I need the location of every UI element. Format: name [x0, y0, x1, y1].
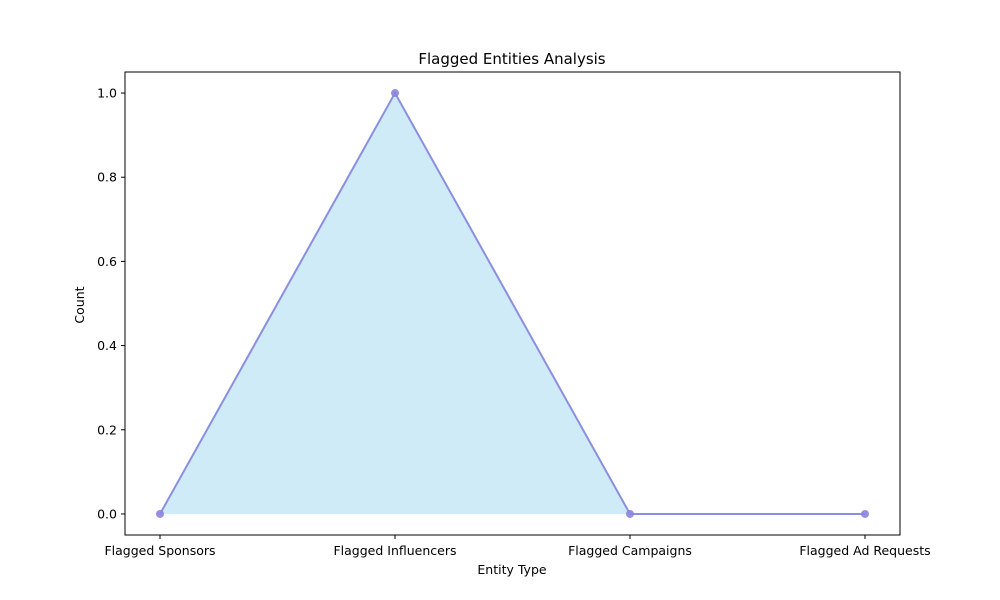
y-axis: 0.0 0.2 0.4 0.6 0.8 1.0: [97, 86, 125, 521]
series-line: [159, 90, 865, 515]
data-point: [156, 509, 164, 518]
y-tick-label: 0.2: [97, 422, 117, 437]
area-fill-layer: [160, 93, 630, 514]
x-axis: Flagged Sponsors Flagged Influencers Flagg…: [104, 535, 931, 558]
y-tick-label: 0.8: [97, 170, 117, 185]
x-tick-label: Flagged Sponsors: [104, 543, 215, 558]
y-tick-label: 0.4: [97, 338, 117, 353]
data-point: [861, 509, 869, 518]
plot-frame: [124, 71, 901, 536]
y-tick-label: 0.0: [97, 506, 117, 521]
x-tick-label: Flagged Influencers: [333, 543, 456, 558]
data-point: [626, 509, 634, 518]
x-tick-label: Flagged Ad Requests: [799, 543, 930, 558]
x-tick-label: Flagged Campaigns: [568, 543, 692, 558]
x-axis-label: Entity Type: [477, 562, 546, 577]
plot-area: [124, 71, 901, 536]
data-point: [391, 89, 399, 98]
series-line-layer: [159, 90, 865, 515]
chart-title: Flagged Entities Analysis: [418, 50, 605, 68]
data-point-layer: [156, 89, 869, 518]
y-tick-label: 0.6: [97, 254, 117, 269]
y-tick-label: 1.0: [97, 86, 117, 101]
y-axis-label: Count: [72, 286, 87, 323]
area-fill: [160, 93, 630, 514]
